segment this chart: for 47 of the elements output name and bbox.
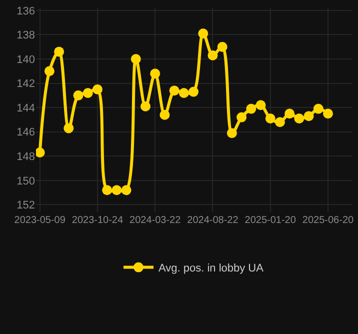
point (130, 54, 141, 64)
x-tick-label: 2023-05-09 (14, 215, 66, 226)
x-tick-label: 2024-08-22 (187, 215, 239, 226)
y-tick-label: 142 (16, 78, 35, 90)
point (150, 68, 160, 79)
point (112, 185, 122, 196)
point (44, 66, 54, 76)
legend-label: Avg. pos. in lobby UA (158, 262, 264, 275)
y-tick-label: 146 (16, 126, 35, 139)
point (82, 88, 93, 98)
point (102, 185, 112, 196)
point (169, 86, 180, 96)
point (36, 148, 45, 158)
point (140, 101, 150, 112)
y-tick-label: 148 (16, 150, 35, 163)
y-tick-label: 152 (16, 200, 35, 212)
point (274, 117, 285, 128)
point (217, 42, 228, 52)
point (226, 128, 237, 138)
point (54, 46, 64, 57)
point (294, 114, 304, 124)
y-tick-label: 136 (16, 5, 35, 18)
point (304, 111, 314, 122)
point (322, 108, 333, 119)
point (246, 104, 256, 114)
point (198, 28, 208, 38)
y-tick-label: 144 (16, 102, 35, 114)
point (188, 86, 199, 97)
x-tick-label: 2025-06-20 (302, 215, 354, 226)
point (92, 84, 102, 94)
y-tick-label: 138 (16, 30, 35, 42)
point (178, 88, 189, 98)
y-tick-label: 140 (16, 54, 35, 66)
x-tick-label: 2024-03-22 (130, 215, 182, 226)
point (313, 104, 324, 114)
x-tick-label: 2023-10-24 (72, 215, 124, 226)
point (284, 108, 295, 119)
point (236, 112, 247, 122)
point (256, 100, 266, 110)
x-tick-label: 2025-01-20 (244, 215, 296, 226)
point (265, 114, 276, 124)
point (208, 50, 218, 60)
point (160, 110, 170, 120)
point (64, 123, 74, 134)
point (121, 185, 132, 196)
point (73, 90, 84, 100)
y-tick-label: 150 (16, 175, 35, 188)
